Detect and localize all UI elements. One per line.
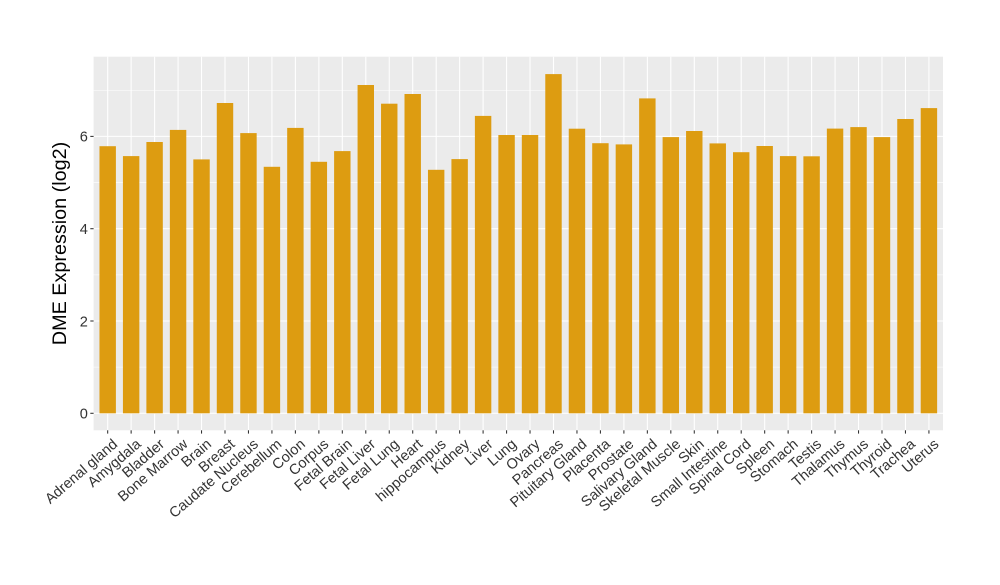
svg-text:6: 6 xyxy=(80,130,88,146)
svg-text:4: 4 xyxy=(80,222,88,238)
svg-text:DME Expression (log2): DME Expression (log2) xyxy=(49,142,71,345)
svg-text:0: 0 xyxy=(80,407,88,423)
svg-text:2: 2 xyxy=(80,314,88,330)
